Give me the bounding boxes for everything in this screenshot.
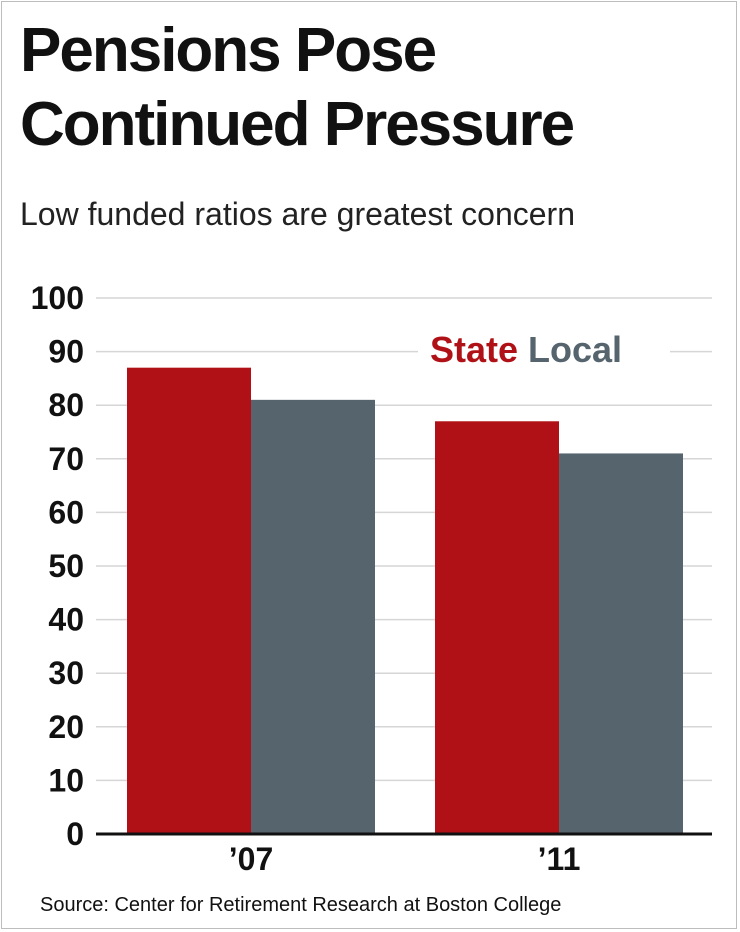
y-tick-label: 80 (48, 387, 84, 423)
legend-background (418, 324, 670, 376)
bar-local (251, 399, 375, 834)
y-tick-label: 100 (31, 280, 84, 316)
legend: State Local (430, 329, 622, 370)
y-tick-label: 60 (48, 494, 84, 530)
source-note: Source: Center for Retirement Research a… (40, 894, 562, 916)
legend-state: State (430, 329, 518, 370)
y-tick-label: 50 (48, 548, 84, 584)
x-category-label: ’07 (229, 841, 273, 877)
y-tick-label: 40 (48, 602, 84, 638)
y-tick-label: 30 (48, 655, 84, 691)
legend-local: Local (528, 329, 622, 370)
y-tick-label: 10 (48, 762, 84, 798)
x-category-label: ’11 (538, 841, 581, 877)
y-tick-label: 70 (48, 441, 84, 477)
y-tick-label: 20 (48, 709, 84, 745)
y-tick-label: 90 (48, 334, 84, 370)
y-tick-label: 0 (66, 816, 84, 852)
bar-state (127, 367, 251, 834)
bar-state (435, 421, 559, 834)
chart-subtitle: Low funded ratios are greatest concern (20, 196, 575, 232)
chart-title: Pensions Pose Continued Pressure (20, 16, 575, 159)
bar-local (559, 453, 683, 834)
